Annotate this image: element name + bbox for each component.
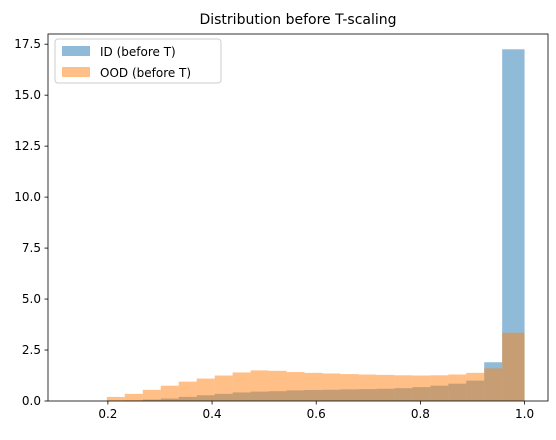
- bar-series-1-bin-9: [269, 371, 287, 401]
- bar-series-1-bin-20: [466, 373, 484, 401]
- bar-series-1-bin-0: [107, 397, 125, 401]
- bar-series-1-bin-4: [179, 382, 197, 401]
- bar-series-1-bin-21: [484, 368, 502, 401]
- bar-series-1-bin-6: [215, 376, 233, 401]
- bar-series-1-bin-3: [161, 386, 179, 401]
- bar-series-1-bin-13: [340, 374, 358, 401]
- bar-series-1-bin-12: [322, 373, 340, 401]
- y-tick-label-6: 15.0: [14, 88, 41, 102]
- bar-series-1-bin-15: [376, 375, 394, 401]
- bar-series-1-bin-1: [125, 394, 143, 401]
- plot-area: [48, 34, 548, 401]
- bar-series-1-bin-7: [233, 372, 251, 401]
- y-tick-label-0: 0.0: [22, 394, 41, 408]
- bar-series-1-bin-16: [394, 375, 412, 401]
- legend: ID (before T) OOD (before T): [55, 39, 221, 83]
- bar-series-1-bin-10: [287, 372, 305, 401]
- bar-series-1-bin-8: [251, 370, 269, 401]
- legend-label-0: ID (before T): [100, 45, 176, 59]
- x-tick-label-1: 0.4: [203, 407, 222, 421]
- bar-series-1-bin-5: [197, 379, 215, 401]
- bar-series-1-bin-17: [412, 376, 430, 401]
- y-tick-label-5: 12.5: [14, 139, 41, 153]
- bar-series-1-bin-14: [358, 374, 376, 401]
- legend-label-1: OOD (before T): [100, 66, 191, 80]
- bar-series-1-bin-11: [305, 373, 323, 401]
- x-tick-label-2: 0.6: [307, 407, 326, 421]
- chart-title: Distribution before T-scaling: [199, 12, 396, 28]
- y-tick-label-1: 2.5: [22, 343, 41, 357]
- bar-series-1-bin-2: [143, 390, 161, 401]
- bar-series-1-bin-22: [502, 333, 524, 401]
- bar-series-1-bin-19: [448, 374, 466, 401]
- x-tick-label-4: 1.0: [515, 407, 534, 421]
- y-tick-label-2: 5.0: [22, 292, 41, 306]
- x-tick-label-3: 0.8: [411, 407, 430, 421]
- bar-series-1-bin-18: [430, 375, 448, 401]
- y-tick-label-7: 17.5: [14, 37, 41, 51]
- y-tick-label-4: 10.0: [14, 190, 41, 204]
- legend-swatch-1: [62, 67, 90, 77]
- legend-swatch-0: [62, 46, 90, 56]
- x-tick-label-0: 0.2: [98, 407, 117, 421]
- y-tick-label-3: 7.5: [22, 241, 41, 255]
